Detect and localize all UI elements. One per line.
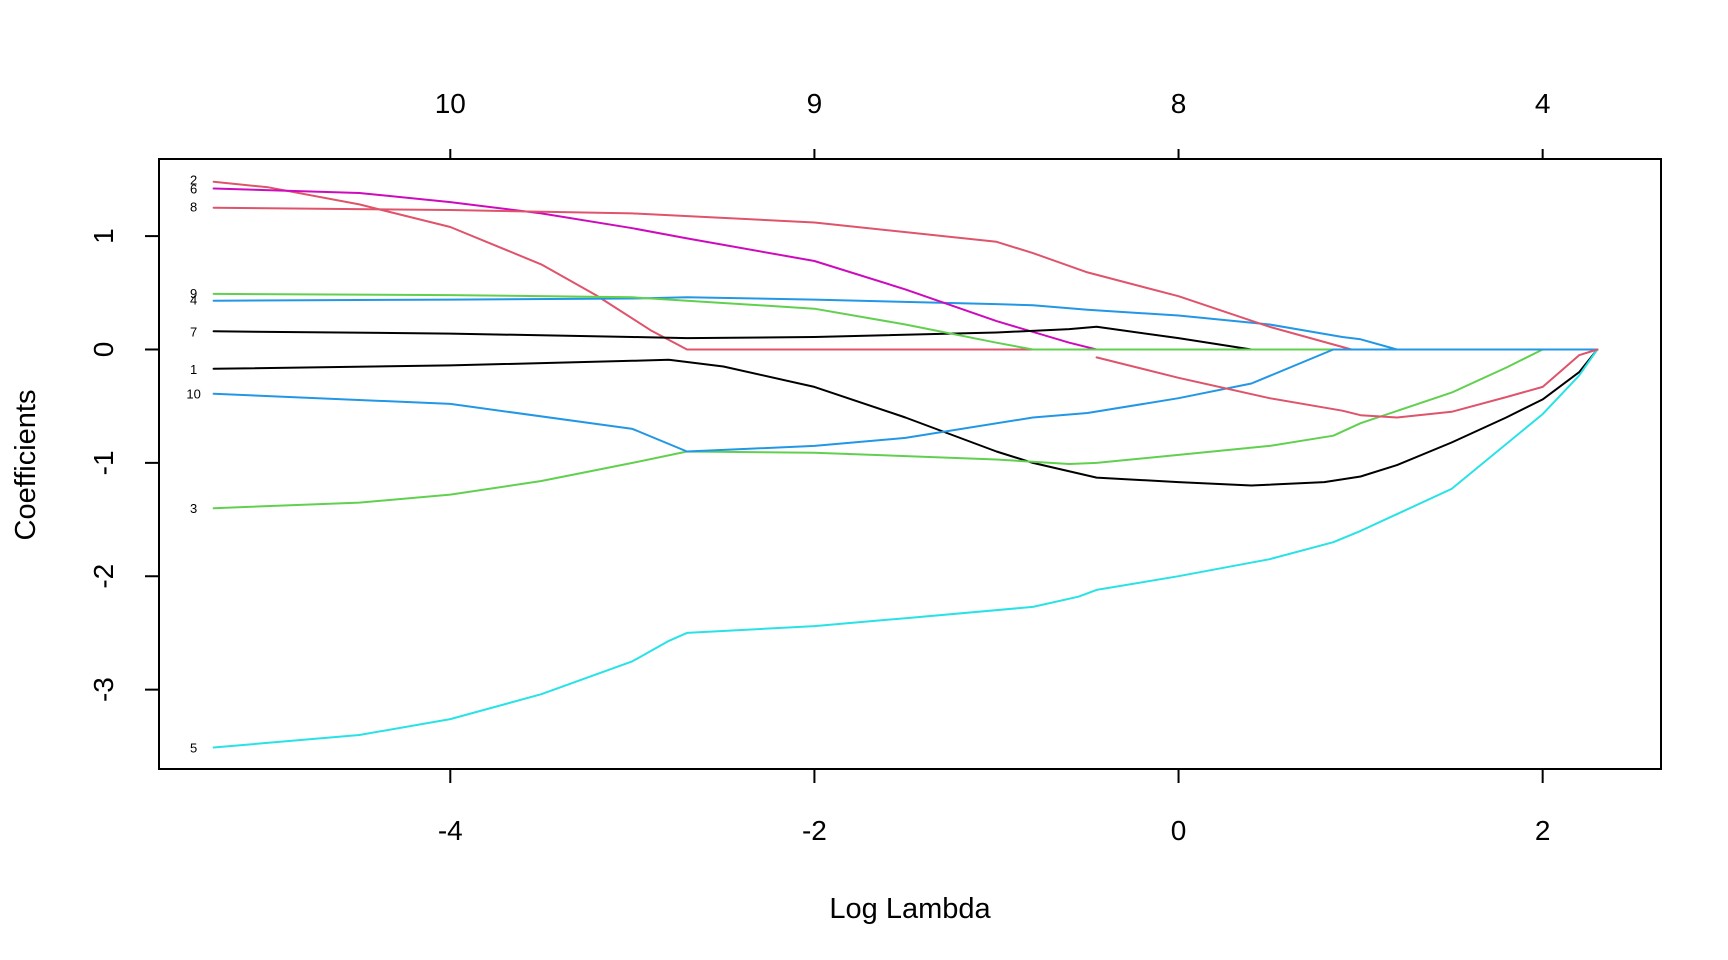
- series-line-segment-10: [1095, 348, 1599, 419]
- series-line-10: [212, 348, 1599, 453]
- x-tick-label: -4: [438, 815, 463, 846]
- y-tick-label: 0: [88, 342, 119, 358]
- series-label-3: 3: [190, 501, 197, 516]
- series-line-3: [212, 348, 1599, 510]
- x-tick-label: 2: [1535, 815, 1551, 846]
- y-tick-label: -3: [88, 677, 119, 702]
- series-line-1: [212, 348, 1599, 487]
- top-tick-label: 9: [807, 88, 823, 119]
- series-label-9: 9: [190, 286, 197, 301]
- series-line-8: [212, 206, 1599, 351]
- plot-frame: [158, 158, 1662, 770]
- x-tick-label: 0: [1171, 815, 1187, 846]
- series-label-2: 2: [190, 172, 197, 187]
- series-label-4: 4: [190, 293, 197, 308]
- series-label-5: 5: [190, 741, 197, 756]
- series-label-6: 6: [190, 182, 197, 197]
- bottom-axis: -4 -2 0 2: [438, 769, 1551, 846]
- series-label-10: 10: [186, 387, 200, 402]
- series-label-layer: 26 8 94 7 1 10 3 5: [186, 172, 200, 755]
- x-axis-title: Log Lambda: [829, 893, 991, 925]
- series-line-2: [212, 180, 1599, 351]
- top-tick-label: 8: [1171, 88, 1187, 119]
- y-axis-title: Coefficients: [10, 390, 42, 541]
- series-line-4: [212, 296, 1599, 351]
- series-label-1: 1: [190, 362, 197, 377]
- y-tick-label: 1: [88, 228, 119, 244]
- left-axis: -3 -2 -1 0 1: [88, 228, 159, 702]
- series-label-7: 7: [190, 324, 197, 339]
- y-tick-label: -1: [88, 450, 119, 475]
- series-line-7: [212, 325, 1599, 351]
- series-lines: [212, 180, 1599, 749]
- top-axis: 10 9 8 4: [435, 88, 1551, 159]
- series-line-9: [212, 292, 1599, 351]
- top-tick-label: 10: [435, 88, 466, 119]
- y-tick-label: -2: [88, 564, 119, 589]
- top-tick-label: 4: [1535, 88, 1551, 119]
- series-line-5: [212, 348, 1599, 749]
- series-line-6: [212, 187, 1599, 351]
- x-tick-label: -2: [802, 815, 827, 846]
- series-label-8: 8: [190, 200, 197, 215]
